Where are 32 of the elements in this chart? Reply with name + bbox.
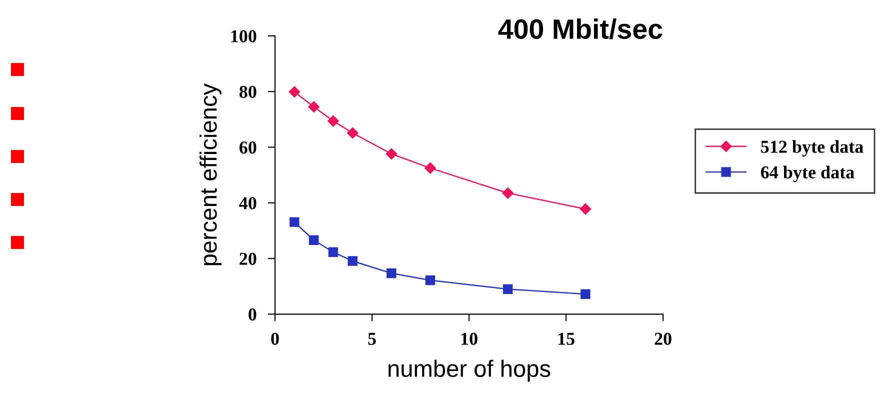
- x-tick-label: 5: [368, 332, 376, 345]
- point: [308, 101, 320, 112]
- point: [347, 127, 358, 139]
- point: [502, 284, 513, 294]
- y-tick-label: 80: [240, 86, 256, 98]
- legend-label: 512 byte data: [761, 140, 864, 157]
- point: [290, 217, 300, 227]
- point: [425, 275, 436, 286]
- point: [386, 268, 396, 278]
- y-tick-label: 60: [240, 141, 256, 154]
- x-tick-label: 15: [558, 332, 574, 345]
- point: [502, 188, 514, 199]
- chart-title: 400 Mbit/sec: [498, 18, 662, 40]
- point: [386, 148, 398, 160]
- point: [328, 115, 339, 127]
- point: [424, 162, 436, 174]
- x-tick-label: 10: [461, 332, 478, 345]
- x-tick-label: 20: [654, 332, 672, 345]
- x-tick-label: 0: [271, 332, 279, 345]
- point: [328, 247, 338, 257]
- point: [580, 203, 592, 215]
- y-tick-label: 0: [248, 308, 256, 321]
- y-tick-label: 20: [240, 252, 256, 265]
- point: [580, 289, 590, 299]
- y-axis-title: percent efficiency: [200, 83, 222, 266]
- x-axis-title: number of hops: [388, 360, 550, 382]
- point: [288, 86, 300, 98]
- legend-label: 64 byte data: [760, 166, 854, 182]
- y-tick-label: 100: [231, 30, 256, 42]
- y-tick-label: 40: [239, 197, 256, 210]
- point: [308, 235, 319, 246]
- point: [348, 256, 358, 266]
